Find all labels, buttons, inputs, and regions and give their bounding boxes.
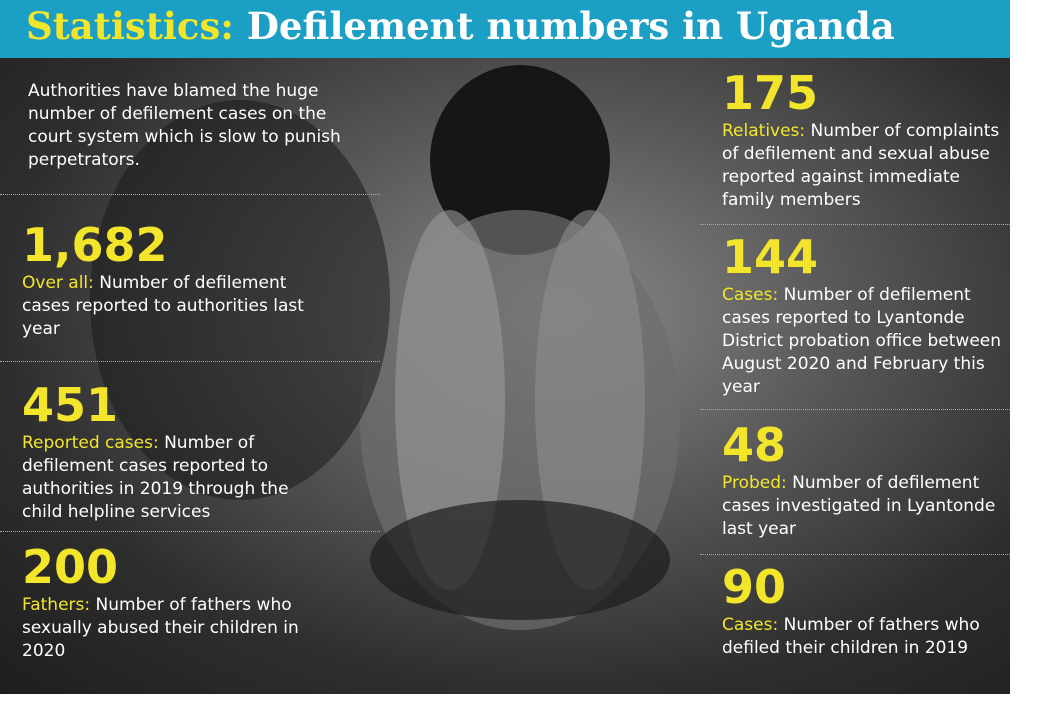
stat-label: Fathers:: [22, 595, 91, 615]
stat-block: 90 Cases: Number of fathers who defiled t…: [722, 560, 1007, 660]
separator: [0, 531, 380, 532]
separator: [0, 361, 380, 362]
stat-block: 175 Relatives: Number of complaints of de…: [722, 66, 1007, 212]
stat-text: Number of defilement cases reported to a…: [22, 433, 289, 522]
stat-block: 1,682 Over all: Number of defilement case…: [22, 218, 322, 341]
stat-label: Over all:: [22, 273, 94, 293]
separator: [700, 224, 1010, 225]
stat-number: 200: [22, 540, 119, 594]
stat-label: Cases:: [722, 285, 779, 305]
stat-text: Number of defilement cases reported to a…: [22, 273, 304, 339]
stat-block: 48 Probed: Number of defilement cases inv…: [722, 418, 1007, 541]
title-highlight: Statistics:: [26, 4, 234, 48]
separator: [700, 409, 1010, 410]
stat-label: Relatives:: [722, 121, 806, 141]
stat-text: Number of complaints of defilement and s…: [722, 121, 1000, 210]
figure-silhouette: [90, 65, 680, 630]
stat-text: Number of defilement cases investigated …: [722, 473, 996, 539]
stat-text: Number of defilement cases reported to L…: [722, 285, 1002, 397]
stat-number: 451: [22, 378, 119, 432]
title: Statistics: Defilement numbers in Uganda: [26, 4, 895, 48]
stat-label: Reported cases:: [22, 433, 159, 453]
stat-block: 144 Cases: Number of defilement cases rep…: [722, 230, 1007, 399]
stat-label: Probed:: [722, 473, 787, 493]
separator: [700, 554, 1010, 555]
stat-number: 1,682: [22, 218, 168, 272]
stat-text: Number of fathers who sexually abused th…: [22, 595, 299, 661]
stat-number: 90: [722, 560, 787, 614]
stat-block: 451 Reported cases: Number of defilement …: [22, 378, 322, 524]
title-bar: Statistics: Defilement numbers in Uganda: [0, 0, 1010, 58]
intro-text: Authorities have blamed the huge number …: [28, 81, 341, 170]
separator: [0, 194, 380, 195]
stat-text: Number of fathers who defiled their chil…: [722, 615, 980, 658]
title-text: Defilement numbers in Uganda: [246, 4, 895, 48]
stat-number: 144: [722, 230, 819, 284]
stat-block: 200 Fathers: Number of fathers who sexual…: [22, 540, 322, 663]
stat-number: 175: [722, 66, 819, 120]
stat-number: 48: [722, 418, 787, 472]
stat-label: Cases:: [722, 615, 779, 635]
